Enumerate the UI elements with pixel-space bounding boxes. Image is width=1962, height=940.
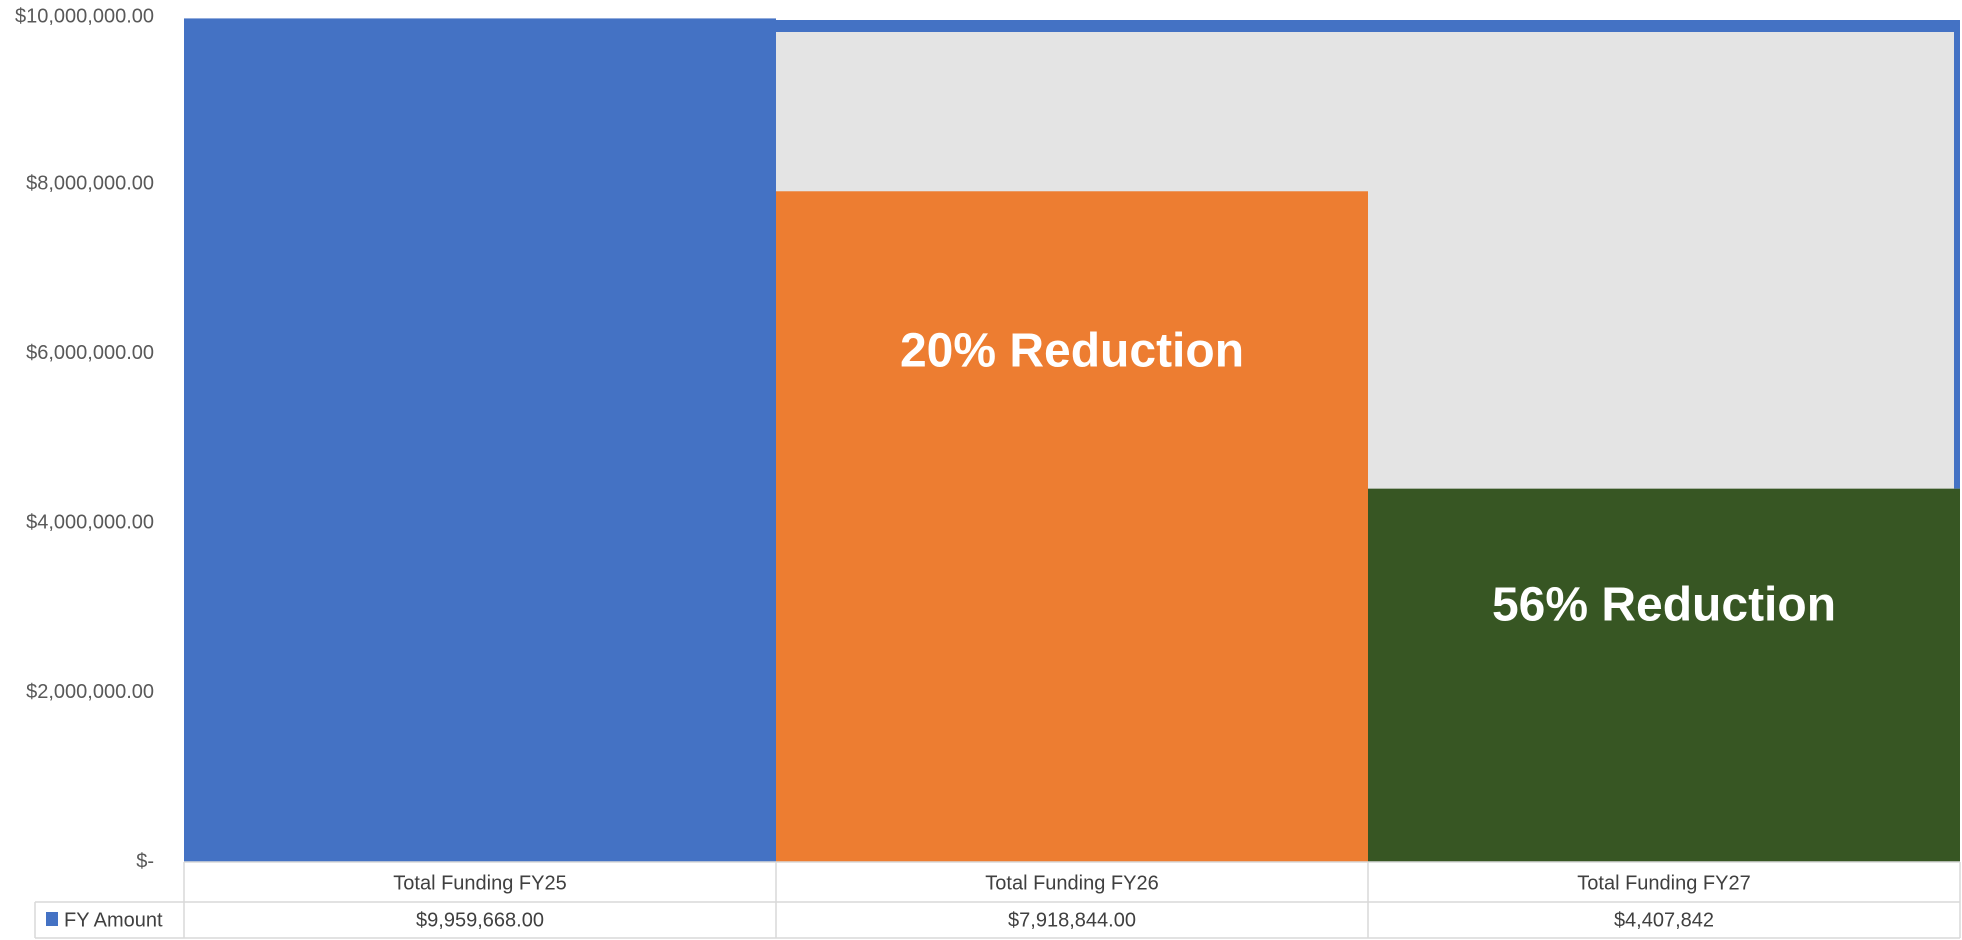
category-label: Total Funding FY26 xyxy=(985,872,1158,894)
bars-group xyxy=(184,18,1960,862)
data-table: Total Funding FY25 Total Funding FY26 Tota… xyxy=(34,861,1961,939)
legend-key xyxy=(46,912,58,926)
y-tick-label: $2,000,000.00 xyxy=(26,681,154,703)
bar-2 xyxy=(776,191,1368,862)
y-tick-label: $4,000,000.00 xyxy=(26,511,154,533)
y-tick-label: $8,000,000.00 xyxy=(26,173,154,195)
y-tick-label: $- xyxy=(136,850,154,872)
data-table-value: $9,959,668.00 xyxy=(416,909,544,931)
y-tick-label: $10,000,000.00 xyxy=(15,5,154,27)
annotation-label-2: 56% Reduction xyxy=(1492,579,1836,632)
data-table-value: $7,918,844.00 xyxy=(1008,909,1136,931)
category-label: Total Funding FY25 xyxy=(393,872,566,894)
legend-series-name: FY Amount xyxy=(64,909,163,931)
data-table-value: $4,407,842 xyxy=(1614,909,1714,931)
y-tick-label: $6,000,000.00 xyxy=(26,342,154,364)
bar-1 xyxy=(184,18,776,862)
bar-3 xyxy=(1368,488,1960,862)
annotation-label-1: 20% Reduction xyxy=(900,324,1244,377)
category-label: Total Funding FY27 xyxy=(1577,872,1750,894)
y-axis: $- $2,000,000.00 $4,000,000.00 $6,000,000.0… xyxy=(15,5,154,872)
annotations-group: 20% Reduction 56% Reduction xyxy=(900,324,1836,631)
